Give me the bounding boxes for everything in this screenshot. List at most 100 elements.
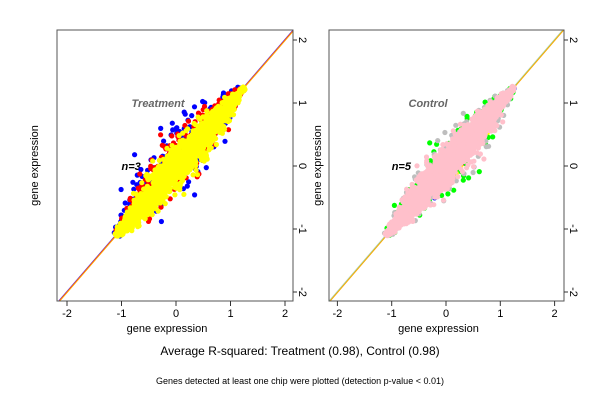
data-point [119,187,124,192]
data-point [490,134,495,139]
data-point [204,165,209,170]
data-point [455,174,460,179]
data-point [177,172,182,177]
data-point [185,150,190,155]
data-point [150,189,155,194]
data-point [500,119,505,124]
data-point [174,186,179,191]
x-tick-label: -2 [62,308,72,320]
data-point [163,201,168,206]
data-point [123,200,128,205]
data-point [186,165,191,170]
data-point [181,192,186,197]
data-point [153,179,158,184]
data-point [163,173,168,178]
data-point [156,209,161,214]
data-point [190,158,195,163]
data-point [180,140,185,145]
data-point [180,149,185,154]
data-point [191,135,196,140]
data-point [174,126,179,131]
data-point [139,180,144,185]
data-point [200,99,205,104]
data-point [169,167,174,172]
data-point [184,159,189,164]
data-point [137,171,142,176]
data-point [171,162,176,167]
data-point [166,187,171,192]
data-point [128,214,133,219]
data-point [176,157,181,162]
data-point [172,192,177,197]
data-point [170,121,175,126]
data-point [153,184,158,189]
data-point [164,146,169,151]
data-point [471,170,476,175]
data-point [131,191,136,196]
data-point [466,175,471,180]
data-point [477,169,482,174]
data-point [188,145,193,150]
y-tick-label: 2 [296,37,308,43]
data-point [160,179,165,184]
y-tick-label: 1 [296,100,308,106]
data-point [192,192,197,197]
data-point [157,163,162,168]
data-point [132,152,137,157]
data-point [208,132,213,137]
data-point [169,154,174,159]
data-point [173,145,178,150]
data-point [220,131,225,136]
data-point [193,140,198,145]
data-point [486,144,491,149]
data-point [120,226,125,231]
data-point [139,202,144,207]
data-point [159,219,164,224]
data-point [220,111,225,116]
data-point [157,174,162,179]
data-point [156,191,161,196]
data-point [460,169,465,174]
data-point [169,173,174,178]
data-point [161,185,166,190]
y-tick-label: -1 [296,224,308,234]
data-point [157,158,162,163]
data-point [194,168,199,173]
x-tick-label: 1 [227,308,233,320]
n-annotation: n=3 [122,161,141,173]
data-point [215,110,220,115]
data-point [227,109,232,114]
data-point [205,115,210,120]
data-point [164,194,169,199]
data-point [158,126,163,131]
data-point [184,128,189,133]
data-point [435,138,440,143]
data-point [427,140,432,145]
y-tick-label: -2 [296,287,308,297]
data-point [461,111,466,116]
data-point [392,203,397,208]
x-tick-label: 2 [282,308,288,320]
data-point [147,173,152,178]
data-point [241,85,246,90]
data-point [222,95,227,100]
data-point [414,163,419,168]
data-point [201,120,206,125]
data-point [136,217,141,222]
data-point [150,158,155,163]
data-point [404,187,409,192]
data-point [115,227,120,232]
data-point [193,122,198,127]
data-point [214,142,219,147]
data-point [231,95,236,100]
data-point [197,149,202,154]
data-point [213,136,218,141]
y-tick-label: 0 [296,163,308,169]
x-tick-label: -1 [117,308,127,320]
data-point [442,130,447,135]
data-point [169,133,174,138]
